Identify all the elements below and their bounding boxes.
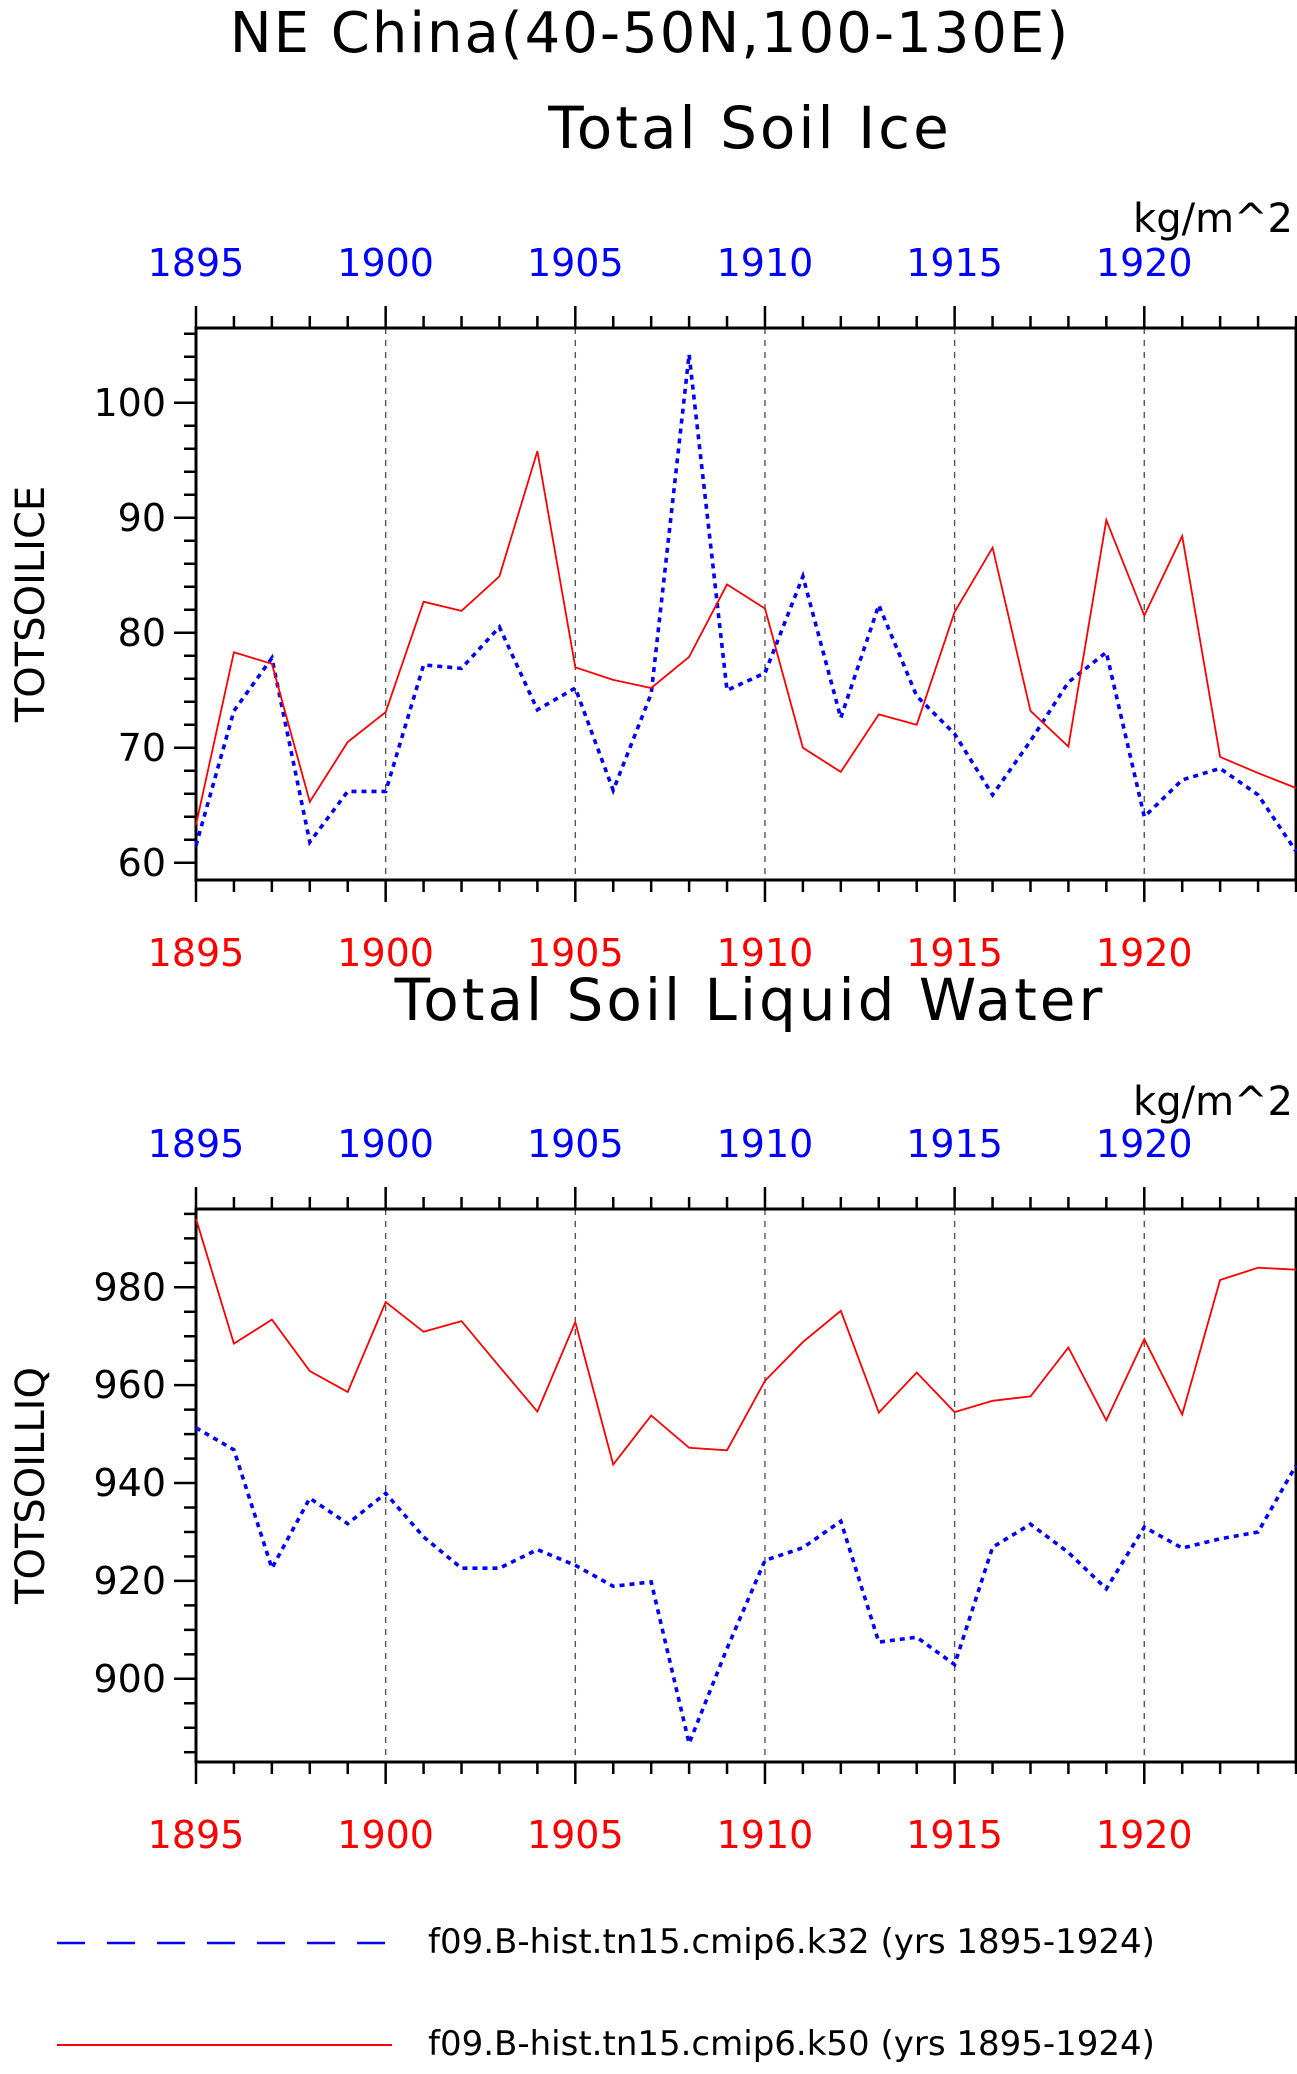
chart-panel-1: Total Soil Ice kg/m^2 TOTSOILICE 1895 1895 19… — [8, 94, 1297, 975]
y-tick-label: 940 — [93, 1461, 166, 1505]
legend: f09.B-hist.tn15.cmip6.k32 (yrs 1895-1924… — [57, 1922, 1155, 2064]
x-tick-label-bottom: 1910 — [717, 931, 814, 975]
y-tick-label: 100 — [93, 381, 166, 425]
x-tick-label-top: 1920 — [1096, 241, 1193, 285]
y-axis-label: TOTSOILICE — [8, 486, 54, 723]
y-tick-label: 960 — [93, 1363, 166, 1407]
series-line-1 — [194, 354, 1297, 853]
y-tick-label: 920 — [93, 1559, 166, 1603]
x-tick-label-top: 1915 — [906, 1122, 1003, 1166]
y-tick-label: 60 — [118, 841, 166, 885]
panel-title: Total Soil Ice — [547, 94, 952, 162]
x-tick-label-top: 1905 — [527, 241, 624, 285]
x-tick-label-top: 1895 — [148, 1122, 245, 1166]
x-tick-label-bottom: 1910 — [717, 1813, 814, 1857]
x-tick-label-bottom: 1900 — [337, 1813, 434, 1857]
y-tick-label: 980 — [93, 1265, 166, 1309]
x-tick-label-bottom: 1905 — [527, 1813, 624, 1857]
x-tick-label-bottom: 1920 — [1096, 1813, 1193, 1857]
y-tick-label: 900 — [93, 1657, 166, 1701]
figure-title: NE China(40-50N,100-130E) — [230, 1, 1071, 66]
x-tick-label-bottom: 1915 — [906, 931, 1003, 975]
y-tick-label: 70 — [118, 726, 166, 770]
x-tick-label-bottom: 1905 — [527, 931, 624, 975]
x-tick-label-bottom: 1895 — [148, 931, 245, 975]
y-tick-label: 80 — [118, 611, 166, 655]
y-axis-label: TOTSOILLIQ — [8, 1367, 54, 1605]
series-line-2 — [195, 1218, 1297, 1467]
x-tick-label-bottom: 1895 — [148, 1813, 245, 1857]
x-tick-label-top: 1910 — [717, 241, 814, 285]
panel-title: Total Soil Liquid Water — [394, 966, 1106, 1034]
x-tick-label-top: 1905 — [527, 1122, 624, 1166]
x-tick-label-top: 1915 — [906, 241, 1003, 285]
series-line-2 — [195, 450, 1297, 825]
x-tick-label-top: 1910 — [717, 1122, 814, 1166]
x-tick-label-top: 1920 — [1096, 1122, 1193, 1166]
x-tick-label-bottom: 1920 — [1096, 931, 1193, 975]
y-tick-label: 90 — [118, 496, 166, 540]
chart-panel-2: Total Soil Liquid Water kg/m^2 TOTSOILLIQ 1… — [8, 966, 1297, 1857]
units-label: kg/m^2 — [1133, 1079, 1293, 1125]
x-tick-label-bottom: 1900 — [337, 931, 434, 975]
x-tick-label-bottom: 1915 — [906, 1813, 1003, 1857]
units-label: kg/m^2 — [1133, 196, 1293, 242]
series-line-1 — [195, 1426, 1297, 1750]
plot-frame — [194, 326, 1297, 882]
x-tick-label-top: 1900 — [337, 1122, 434, 1166]
x-tick-label-top: 1900 — [337, 241, 434, 285]
legend-label-2: f09.B-hist.tn15.cmip6.k50 (yrs 1895-1924… — [428, 2024, 1155, 2064]
x-tick-label-top: 1895 — [148, 241, 245, 285]
legend-label-1: f09.B-hist.tn15.cmip6.k32 (yrs 1895-1924… — [428, 1922, 1155, 1962]
plot-frame — [194, 1207, 1297, 1764]
